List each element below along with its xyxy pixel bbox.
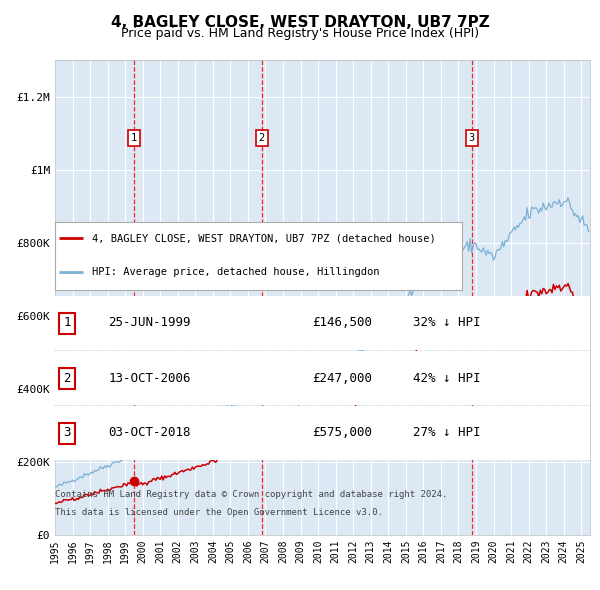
- Text: 4, BAGLEY CLOSE, WEST DRAYTON, UB7 7PZ (detached house): 4, BAGLEY CLOSE, WEST DRAYTON, UB7 7PZ (…: [92, 233, 436, 243]
- Text: 3: 3: [63, 427, 71, 440]
- Text: 27% ↓ HPI: 27% ↓ HPI: [413, 427, 481, 440]
- Text: 25-JUN-1999: 25-JUN-1999: [109, 316, 191, 329]
- Text: 3: 3: [469, 133, 475, 143]
- Text: 2: 2: [63, 372, 71, 385]
- Text: £146,500: £146,500: [312, 316, 372, 329]
- Text: 03-OCT-2018: 03-OCT-2018: [109, 427, 191, 440]
- Text: 1: 1: [63, 316, 71, 329]
- Text: 1: 1: [130, 133, 137, 143]
- Text: £575,000: £575,000: [312, 427, 372, 440]
- Text: 13-OCT-2006: 13-OCT-2006: [109, 372, 191, 385]
- Text: £247,000: £247,000: [312, 372, 372, 385]
- Text: 42% ↓ HPI: 42% ↓ HPI: [413, 372, 481, 385]
- Text: Contains HM Land Registry data © Crown copyright and database right 2024.: Contains HM Land Registry data © Crown c…: [55, 490, 448, 499]
- Text: 2: 2: [259, 133, 265, 143]
- Text: Price paid vs. HM Land Registry's House Price Index (HPI): Price paid vs. HM Land Registry's House …: [121, 27, 479, 40]
- Text: This data is licensed under the Open Government Licence v3.0.: This data is licensed under the Open Gov…: [55, 508, 383, 517]
- Text: HPI: Average price, detached house, Hillingdon: HPI: Average price, detached house, Hill…: [92, 267, 379, 277]
- Text: 4, BAGLEY CLOSE, WEST DRAYTON, UB7 7PZ: 4, BAGLEY CLOSE, WEST DRAYTON, UB7 7PZ: [110, 15, 490, 30]
- Text: 32% ↓ HPI: 32% ↓ HPI: [413, 316, 481, 329]
